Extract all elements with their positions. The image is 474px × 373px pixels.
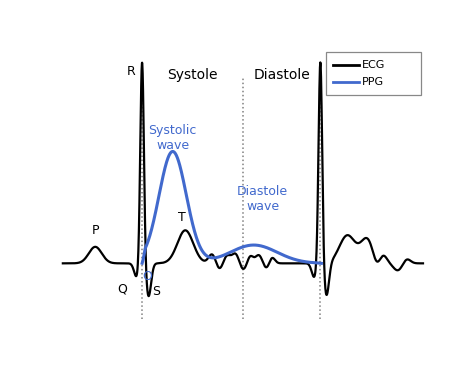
FancyBboxPatch shape (326, 52, 421, 95)
Text: P: P (91, 224, 99, 236)
Text: Q: Q (118, 282, 127, 295)
Text: Systolic
wave: Systolic wave (148, 123, 197, 151)
Text: Systole: Systole (167, 68, 218, 82)
Text: Diastole: Diastole (253, 68, 310, 82)
Text: PPG: PPG (362, 77, 384, 87)
Text: R: R (127, 65, 136, 78)
Text: Diastole
wave: Diastole wave (237, 185, 288, 213)
Text: O: O (142, 270, 152, 283)
Text: ECG: ECG (362, 60, 386, 70)
Text: T: T (178, 211, 186, 224)
Text: S: S (152, 285, 160, 298)
